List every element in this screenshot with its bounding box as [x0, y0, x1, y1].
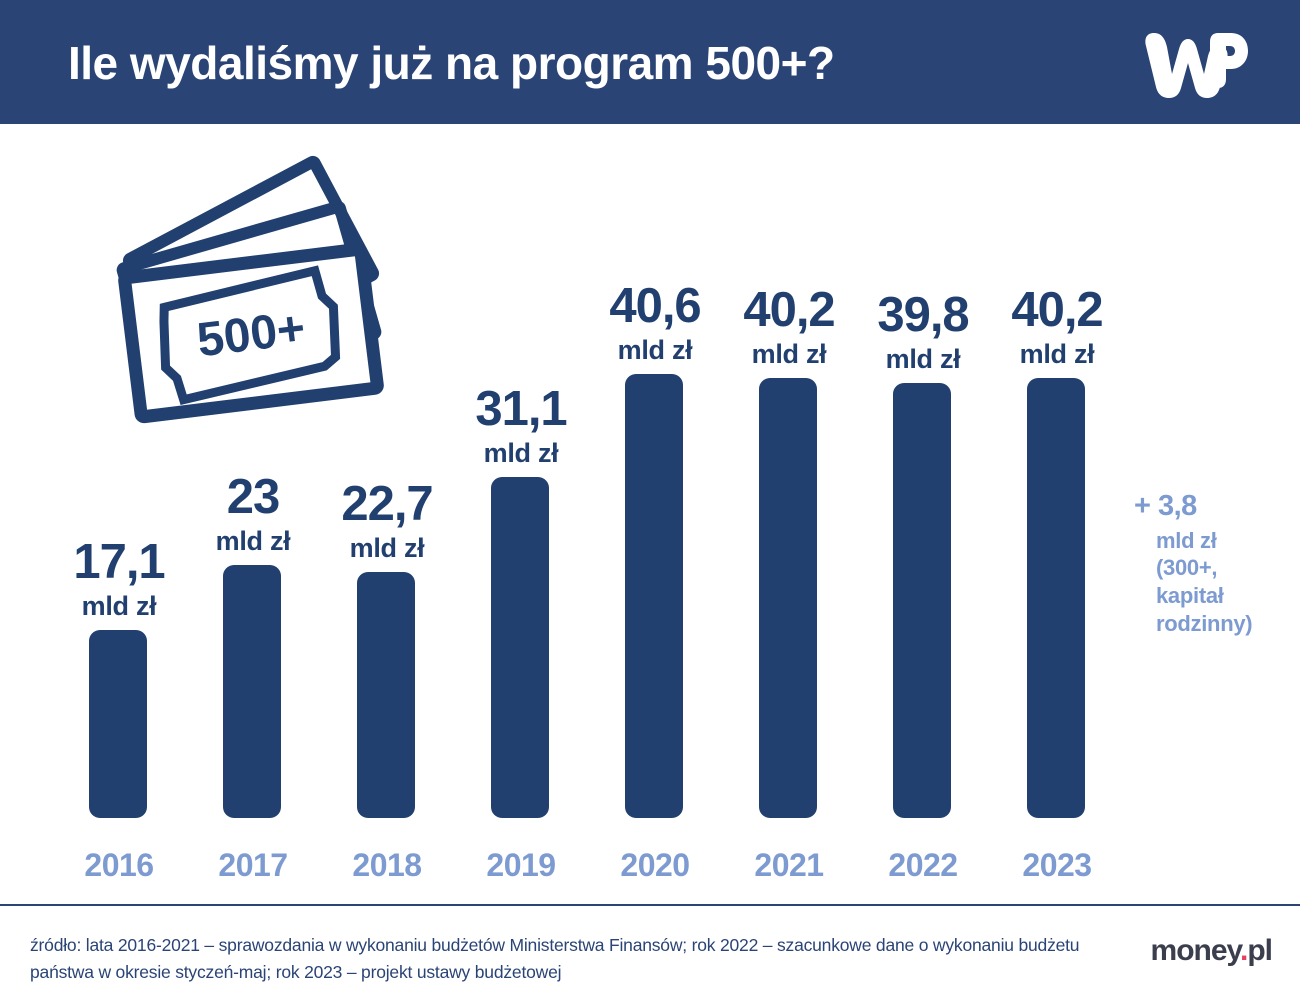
bar-year-2019: 2019 — [486, 847, 556, 883]
bar-2016[interactable] — [89, 630, 147, 818]
bar-label-2017: 23 mld zł — [215, 470, 291, 556]
bar-label-2023: 40,2 mld zł — [1011, 283, 1103, 369]
bar-group-2018: 22,7 mld zł 2018 — [320, 124, 454, 904]
extra-unit: mld zł — [1156, 527, 1217, 553]
page-title: Ile wydaliśmy już na program 500+? — [68, 37, 835, 89]
bar-label-2020: 40,6 mld zł — [609, 279, 701, 365]
bar-group-2023: 40,2 mld zł 2023 — [990, 124, 1124, 904]
extra-line-2: (300+, — [1156, 555, 1218, 581]
source-note: źródło: lata 2016-2021 – sprawozdania w … — [30, 935, 1080, 983]
bar-chart: 17,1 mld zł 2016 23 mld zł 2017 22,7 mld… — [0, 124, 1300, 904]
svg-text:500+: 500+ — [194, 302, 308, 368]
page-footer: źródło: lata 2016-2021 – sprawozdania w … — [0, 904, 1300, 1002]
bar-2021[interactable] — [759, 378, 817, 818]
extra-line-4: rodzinny) — [1156, 610, 1253, 636]
bar-year-2022: 2022 — [888, 847, 958, 883]
bar-group-2022: 39,8 mld zł 2022 — [856, 124, 990, 904]
extra-amount: + 3,8 — [1134, 490, 1197, 522]
extra-annotation: + 3,8 mld zł (300+, kapitał rodzinny) — [1134, 488, 1284, 637]
bar-year-2017: 2017 — [218, 847, 288, 883]
wp-logo — [1142, 25, 1254, 101]
banknotes-icon: 500+ — [110, 145, 440, 425]
bar-label-2018: 22,7 mld zł — [341, 477, 433, 563]
logo-dot: . — [1239, 934, 1248, 967]
bar-2019[interactable] — [491, 477, 549, 818]
extra-line-3: kapitał — [1156, 582, 1224, 608]
bar-2018[interactable] — [357, 572, 415, 818]
bar-year-2020: 2020 — [620, 847, 690, 883]
bar-group-2017: 23 mld zł 2017 — [186, 124, 320, 904]
bar-2022[interactable] — [893, 383, 951, 818]
bar-group-2019: 31,1 mld zł 2019 — [454, 124, 588, 904]
bar-2020[interactable] — [625, 374, 683, 818]
bar-label-2022: 39,8 mld zł — [877, 288, 969, 374]
bar-year-2016: 2016 — [84, 847, 154, 883]
bar-group-2016: 17,1 mld zł 2016 — [52, 124, 186, 904]
bar-year-2023: 2023 — [1022, 847, 1092, 883]
bar-2017[interactable] — [223, 565, 281, 818]
logo-main-text: money — [1150, 934, 1241, 967]
bar-year-2021: 2021 — [754, 847, 824, 883]
page-header: Ile wydaliśmy już na program 500+? — [0, 0, 1300, 124]
bar-group-2021: 40,2 mld zł 2021 — [722, 124, 856, 904]
bar-group-2020: 40,6 mld zł 2020 — [588, 124, 722, 904]
money-pl-logo[interactable]: money.pl — [1150, 934, 1273, 968]
bar-label-2019: 31,1 mld zł — [475, 382, 567, 468]
bar-label-2021: 40,2 mld zł — [743, 283, 835, 369]
bar-label-2016: 17,1 mld zł — [73, 535, 165, 621]
bar-2023[interactable] — [1027, 378, 1085, 818]
logo-tld-text: pl — [1247, 934, 1273, 967]
bar-year-2018: 2018 — [352, 847, 422, 883]
